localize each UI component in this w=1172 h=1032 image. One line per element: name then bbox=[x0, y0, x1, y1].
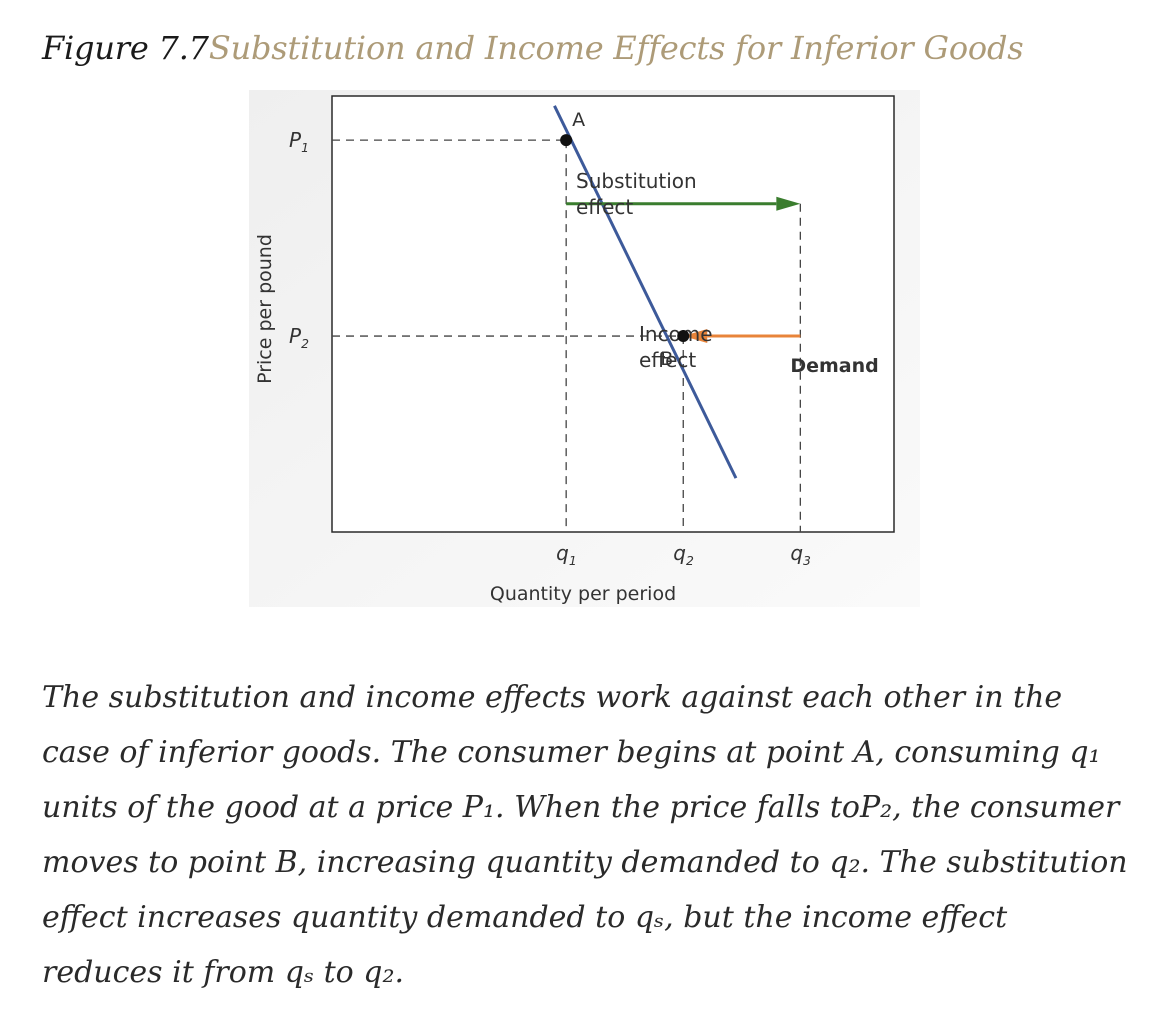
demand-curve bbox=[553, 105, 738, 479]
plot-area bbox=[331, 95, 895, 533]
x-tick-q1: q1 bbox=[556, 541, 577, 568]
demand-label: Demand bbox=[790, 355, 878, 377]
figure-caption: The substitution and income effects work… bbox=[42, 680, 1128, 990]
substitution-arrow-label-1: Substitution bbox=[576, 169, 697, 193]
figure-title: Figure 7.7Substitution and Income Effect… bbox=[42, 24, 1024, 72]
substitution-arrow-label-2: effect bbox=[576, 195, 633, 219]
chart-figure: Demand Substitution effect Income effect A B P1… bbox=[249, 90, 920, 607]
x-tick-q2: q2 bbox=[673, 541, 694, 568]
x-axis-label: Quantity per period bbox=[490, 583, 676, 605]
figure-number: Figure 7.7 bbox=[42, 29, 209, 67]
point-b bbox=[677, 330, 690, 343]
point-b-label: B bbox=[660, 348, 673, 370]
x-tick-q3: q3 bbox=[790, 541, 811, 568]
income-arrow-head bbox=[683, 329, 708, 344]
y-tick-p2: P2 bbox=[289, 324, 309, 351]
chart-svg: DemandSubstitutioneffectIncomeeffectABP1… bbox=[249, 90, 920, 607]
substitution-arrow-head bbox=[776, 196, 801, 211]
income-arrow-label-2: effect bbox=[639, 348, 696, 372]
y-axis-label: Price per pound bbox=[254, 234, 276, 384]
income-arrow-label-1: Income bbox=[639, 322, 713, 346]
figure-name: Substitution and Income Effects for Infe… bbox=[208, 29, 1024, 67]
point-a-label: A bbox=[572, 109, 585, 131]
point-a bbox=[560, 134, 573, 147]
y-tick-p1: P1 bbox=[289, 128, 309, 155]
